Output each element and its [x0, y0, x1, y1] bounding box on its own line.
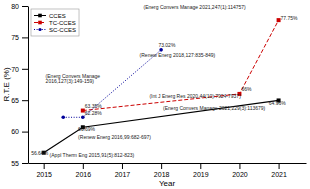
x-tick-mark — [122, 163, 123, 169]
y-tick-label: 65 — [11, 97, 19, 104]
x-axis-line — [29, 163, 307, 164]
y-axis-title: R.T.E (%) — [2, 67, 11, 102]
x-tick-mark — [161, 163, 162, 169]
x-axis: 2015 2016 2017 2018 2019 2020 2021 — [29, 163, 307, 178]
annotation: (Energ Convers Manage 2021,229(3):113679… — [163, 105, 266, 111]
annotation: (Energ Convers Manage 2021,247(1):114757… — [144, 4, 247, 10]
x-tick-mark — [279, 163, 280, 169]
annotation: (Renew Energ 2018,127:835-849) — [140, 52, 216, 58]
x-tick-label: 2015 — [36, 171, 52, 178]
legend-item: CCES — [34, 13, 66, 19]
y-tick-label: 75 — [11, 34, 19, 41]
annotation: 77.75% — [281, 15, 299, 21]
y-tick: 65 — [11, 97, 28, 104]
x-axis-title: Year — [159, 179, 176, 188]
x-tick: 2015 — [36, 163, 52, 178]
x-tick-mark — [200, 163, 201, 169]
x-tick: 2018 — [154, 163, 170, 178]
y-tick: 80 — [11, 3, 28, 10]
y-axis-line — [28, 7, 29, 164]
annotation: (Energ Convers Manage2016,127(3):149-159… — [46, 73, 101, 85]
y-tick-label: 70 — [11, 66, 19, 73]
x-tick-mark — [83, 163, 84, 169]
x-tick-label: 2018 — [154, 171, 170, 178]
annotation: 64.96% — [269, 100, 287, 106]
legend-label: CCES — [49, 13, 66, 19]
annotation: 66% — [241, 86, 252, 92]
x-tick: 2019 — [193, 163, 209, 178]
chart: 2015 2016 2017 2018 2019 2020 2021 55 60 65 70 75 80… — [0, 0, 310, 189]
x-tick: 2016 — [76, 163, 92, 178]
legend-item: SC-CCES — [34, 27, 76, 33]
legend-marker — [38, 14, 42, 18]
y-tick: 60 — [11, 128, 28, 135]
annotation: (Appl Therm Eng 2015,91(5):812-823) — [50, 152, 135, 158]
x-tick-mark — [239, 163, 240, 169]
y-tick-mark — [22, 132, 28, 133]
x-tick-mark — [44, 163, 45, 169]
annotations: (Energ Convers Manage 2021,247(1):114757… — [31, 4, 298, 158]
y-tick-mark — [22, 69, 28, 70]
x-tick-label: 2017 — [115, 171, 131, 178]
annotation: 63.35% — [85, 103, 103, 109]
y-tick-mark — [22, 6, 28, 7]
x-tick-label: 2016 — [76, 171, 92, 178]
point — [61, 115, 65, 119]
legend-marker — [38, 21, 42, 25]
legend-item: TC-CCES — [34, 20, 76, 26]
x-tick: 2017 — [115, 163, 131, 178]
series-line — [83, 20, 279, 110]
y-tick-mark — [22, 163, 28, 164]
y-tick: 70 — [11, 66, 28, 73]
series-line — [44, 100, 279, 152]
x-tick-label: 2019 — [193, 171, 209, 178]
legend-label: SC-CCES — [49, 27, 76, 33]
series — [81, 18, 281, 112]
y-tick-label: 55 — [11, 160, 19, 167]
y-tick-mark — [22, 100, 28, 101]
y-tick-mark — [22, 37, 28, 38]
y-tick: 75 — [11, 34, 28, 41]
legend-label: TC-CCES — [49, 20, 76, 26]
y-tick-label: 60 — [11, 128, 19, 135]
annotation: (Renew Energ 2016,99:682-697) — [78, 134, 151, 140]
annotation: (Int J Energ Res 2020,44(10):7924-7937) — [149, 93, 241, 99]
plot: 2015 2016 2017 2018 2019 2020 2021 55 60 65 70 75 80… — [2, 3, 307, 188]
x-tick-label: 2020 — [232, 171, 248, 178]
y-axis: 55 60 65 70 75 80 — [11, 3, 28, 167]
y-tick-label: 80 — [11, 3, 19, 10]
marks — [42, 18, 281, 155]
legend-marker — [38, 28, 41, 31]
annotation: 60.69% — [78, 126, 96, 132]
annotation: 56.64% — [31, 150, 49, 156]
y-tick: 55 — [11, 160, 28, 167]
x-tick: 2021 — [271, 163, 287, 178]
series — [42, 98, 281, 154]
x-tick: 2020 — [232, 163, 248, 178]
x-tick-label: 2021 — [271, 171, 287, 178]
annotation: 62.28% — [85, 110, 103, 116]
legend-frame — [31, 9, 79, 36]
legend: CCESTC-CCESSC-CCES — [31, 9, 79, 36]
annotation: 73.02% — [158, 42, 176, 48]
